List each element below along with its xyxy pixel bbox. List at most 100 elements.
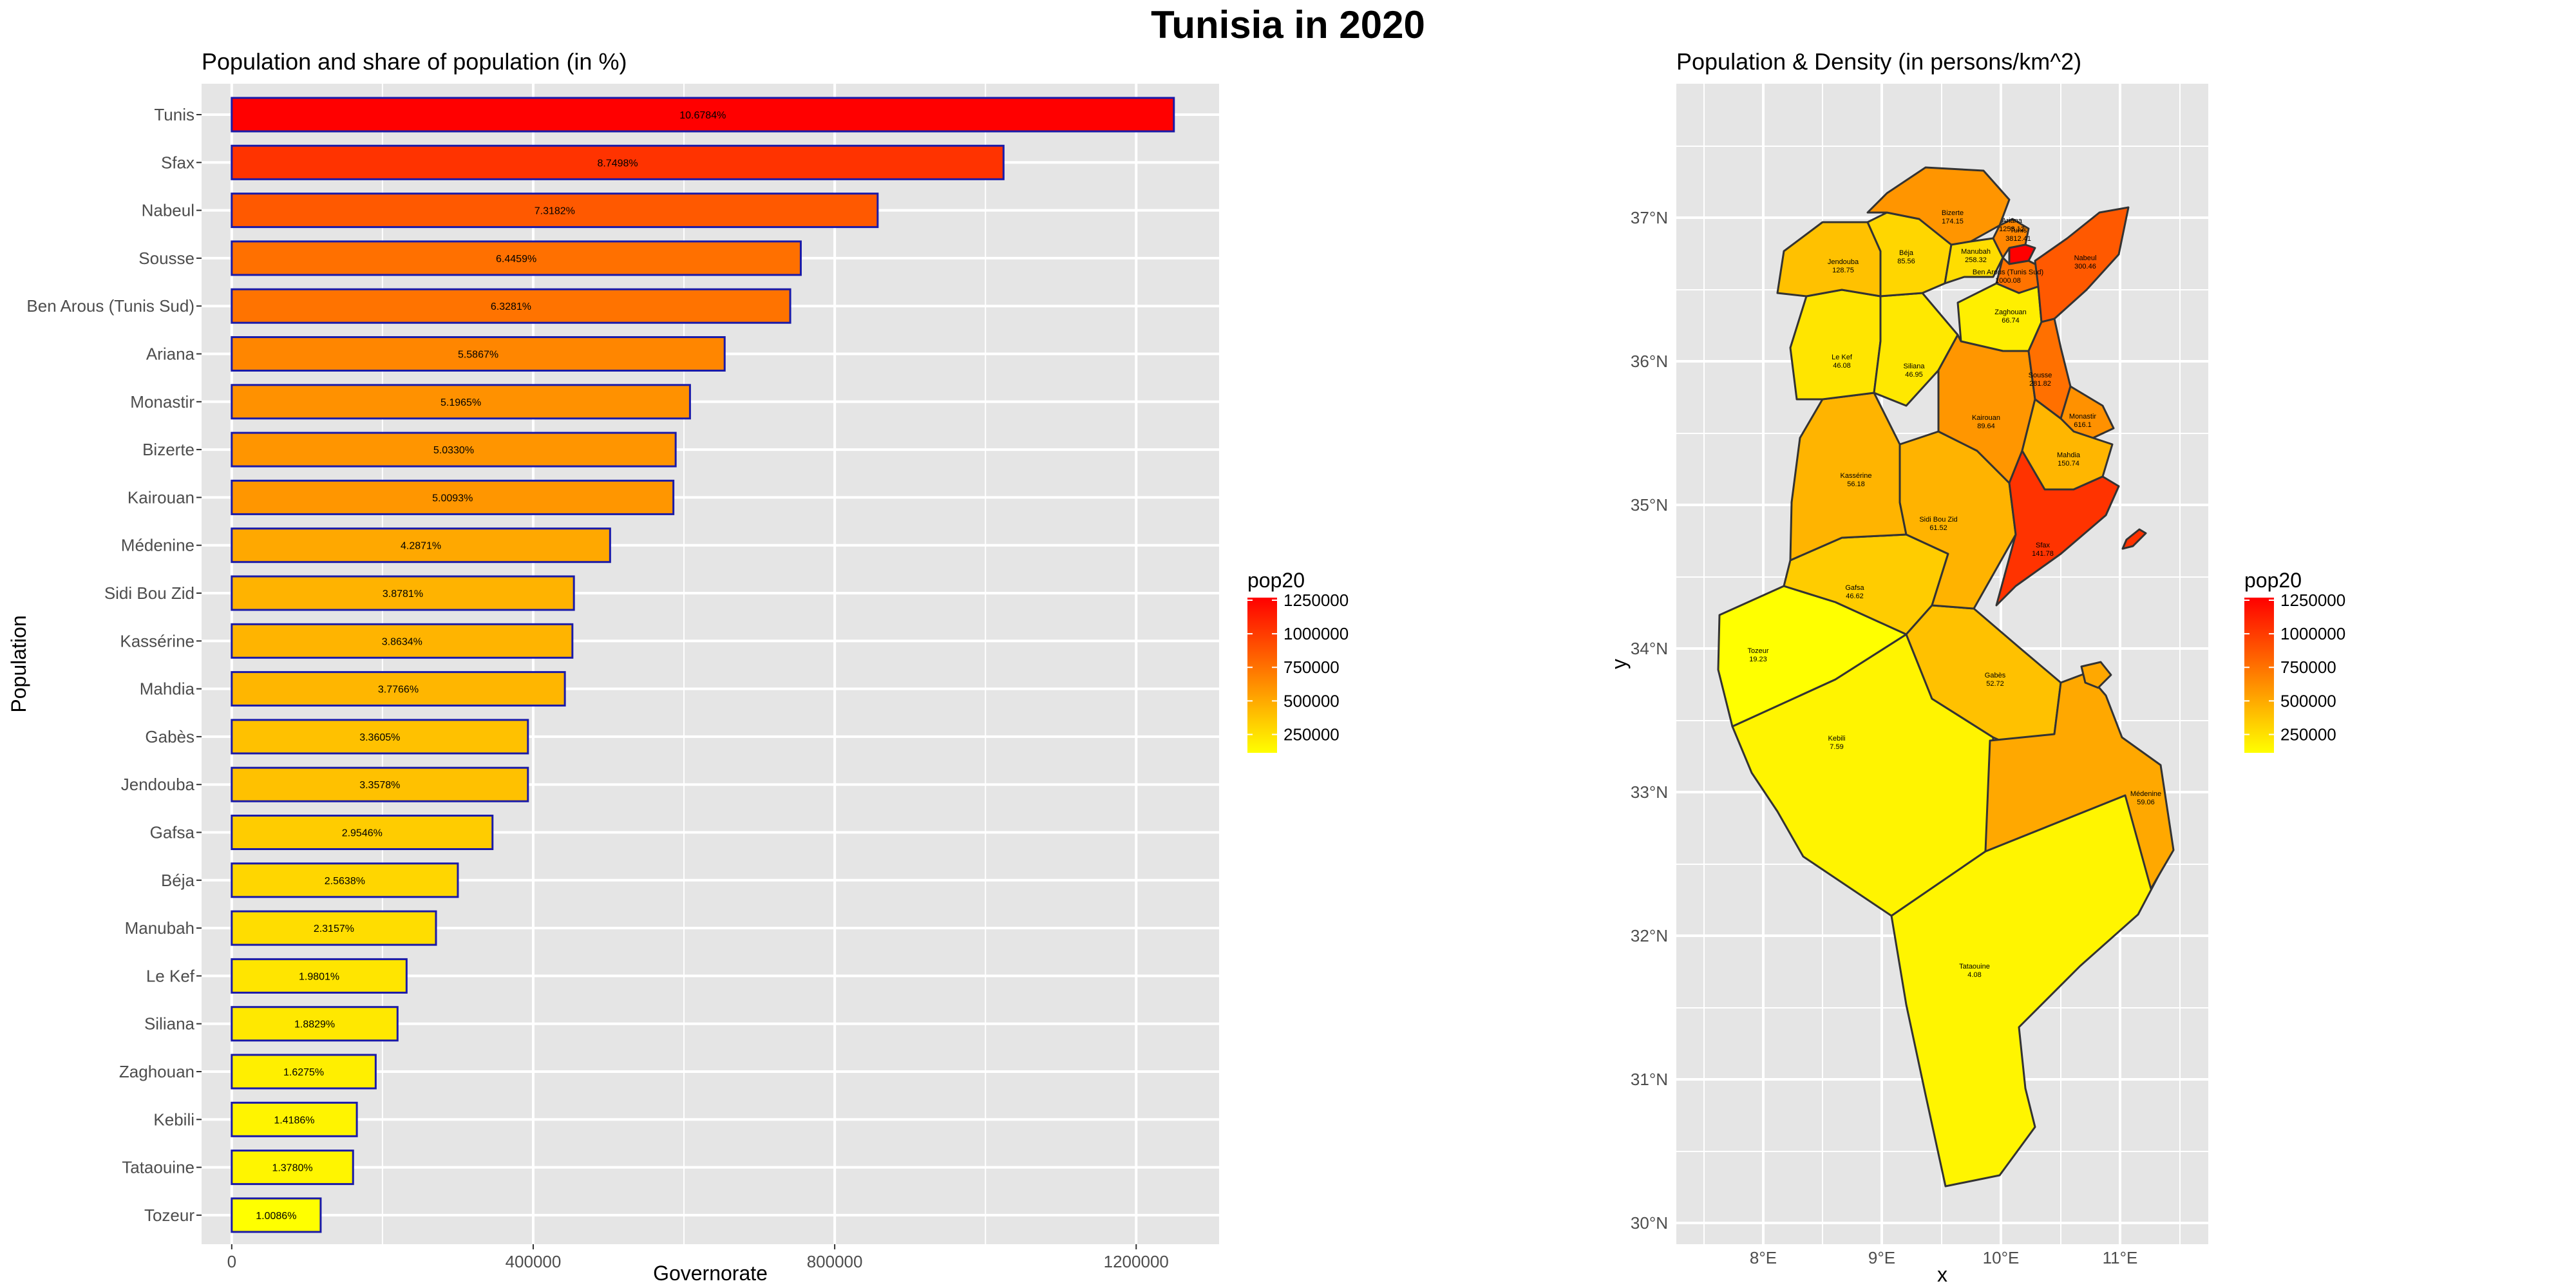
- bar: [231, 575, 575, 611]
- bar-value-label: 3.8781%: [383, 589, 423, 600]
- bar-category-label: Kassérine: [120, 631, 194, 650]
- map-region-density: 3812.41: [2005, 235, 2031, 243]
- bar: [231, 384, 691, 420]
- bar-value-label: 2.5638%: [325, 876, 365, 887]
- bar-legend: pop20 1250000 1000000 750000 500000 250000: [1247, 569, 1349, 753]
- bar-marks: [231, 97, 1175, 1233]
- map-region-name: Ben Arous (Tunis Sud): [1973, 269, 2043, 276]
- region-sfax: [1995, 450, 2120, 607]
- bar-category-label: Gafsa: [150, 823, 195, 842]
- map-region-density: 52.72: [1986, 680, 2004, 688]
- bar-category-label: Sfax: [161, 153, 194, 172]
- map-region-density: 46.95: [1905, 371, 1923, 379]
- legend-tick-label: 750000: [1283, 658, 1340, 677]
- map-y-tick: 34°N: [1631, 639, 1668, 658]
- bar-value-label: 1.0086%: [256, 1211, 296, 1222]
- map-region-name: Sidi Bou Zid: [1919, 516, 1957, 524]
- map-region-density: 141.78: [2032, 550, 2054, 558]
- map-region-name: Nabeul: [2074, 254, 2097, 262]
- legend-tick-label: 1250000: [2280, 591, 2345, 610]
- map-region-density: 300.46: [2074, 263, 2096, 270]
- bar-category-label: Sousse: [138, 249, 194, 268]
- bar-x-axis-title: Governorate: [653, 1262, 768, 1285]
- map-region-name: Béja: [1899, 249, 1914, 257]
- map-region-name: Siliana: [1903, 363, 1925, 370]
- map-region-density: 150.74: [2058, 460, 2079, 468]
- region-medenine: [1984, 672, 2175, 890]
- map-region-name: Kairouan: [1972, 414, 2000, 422]
- bar-value-label: 1.8829%: [294, 1019, 335, 1030]
- map-x-tick: 11°E: [2103, 1248, 2138, 1267]
- bar-category-label: Manubah: [125, 918, 194, 938]
- region-kasserine: [1789, 392, 1908, 562]
- bar-value-label: 6.3281%: [491, 301, 531, 312]
- bar-category-label: Médenine: [121, 536, 194, 555]
- map-legend-title: pop20: [2244, 569, 2302, 592]
- bar-legend-ticks: 1250000 1000000 750000 500000 250000: [1247, 591, 1349, 744]
- bar-x-tick-label: 400000: [506, 1252, 562, 1271]
- bar-legend-colorbar: [1247, 598, 1277, 753]
- region-le-kef: [1789, 289, 1882, 401]
- map-y-tick: 35°N: [1631, 495, 1668, 515]
- bar: [231, 97, 1175, 133]
- bar-category-label: Le Kef: [146, 966, 195, 985]
- map-region-name: Sfax: [2036, 542, 2050, 549]
- map-region-density: 1253.12: [1999, 225, 2025, 233]
- map-region-density: 59.06: [2137, 799, 2155, 806]
- map-region-name: Mahdia: [2057, 451, 2081, 459]
- bar-value-label: 1.6275%: [283, 1067, 324, 1078]
- map-region-density: 258.32: [1965, 256, 1987, 264]
- map-region-name: Sousse: [2029, 372, 2052, 379]
- map-y-tick: 37°N: [1631, 208, 1668, 227]
- bar: [231, 1006, 399, 1042]
- bar-value-label: 3.8634%: [382, 636, 422, 647]
- bar-value-label: 7.3182%: [535, 206, 575, 217]
- bar: [231, 815, 494, 850]
- map-region-density: 46.62: [1846, 592, 1864, 600]
- map-chart: Population & Density (in persons/km^2): [1607, 48, 2345, 1286]
- bar-legend-title: pop20: [1247, 569, 1305, 592]
- map-region-density: 46.08: [1833, 362, 1851, 370]
- map-region-name: Zaghouan: [1994, 308, 2027, 316]
- region-djerba: [2080, 661, 2112, 689]
- bar: [231, 958, 408, 994]
- map-region-name: Tunis: [2010, 227, 2027, 234]
- map-y-tick: 36°N: [1631, 352, 1668, 371]
- map-legend-ticks: 1250000 1000000 750000 500000 250000: [2244, 591, 2345, 744]
- bar-value-label: 2.3157%: [314, 923, 354, 934]
- legend-tick-label: 500000: [1283, 691, 1340, 710]
- map-regions: [1717, 166, 2175, 1188]
- map-y-tick: 33°N: [1631, 782, 1668, 802]
- map-region-density: 1000.08: [1995, 277, 2021, 285]
- bar-value-label: 1.9801%: [299, 971, 339, 982]
- bar: [231, 240, 802, 276]
- bar: [231, 479, 675, 515]
- map-region-density: 7.59: [1830, 743, 1843, 751]
- legend-tick-label: 1000000: [2280, 624, 2345, 643]
- map-x-tick: 10°E: [1983, 1248, 2020, 1267]
- region-kerkennah: [2121, 528, 2147, 550]
- legend-tick-label: 1000000: [1283, 624, 1349, 643]
- map-region-density: 89.64: [1977, 422, 1995, 430]
- bar-category-label: Ben Arous (Tunis Sud): [26, 296, 194, 316]
- map-region-name: Ariana: [2002, 217, 2023, 225]
- bar-category-label: Gabès: [145, 727, 194, 746]
- bar-value-label: 3.3578%: [359, 780, 400, 791]
- legend-tick-label: 1250000: [1283, 591, 1349, 610]
- map-y-tick: 31°N: [1631, 1070, 1668, 1089]
- bar-category-label: Tataouine: [122, 1158, 194, 1177]
- bar-value-label: 4.2871%: [401, 541, 441, 552]
- bar: [231, 527, 611, 564]
- map-legend: pop20 1250000 1000000 750000 500000 250000: [2244, 569, 2345, 753]
- bar-value-label: 2.9546%: [342, 828, 383, 839]
- bar-value-label: 10.6784%: [679, 110, 726, 121]
- bar-category-label: Tozeur: [144, 1206, 194, 1225]
- bar: [231, 144, 1005, 180]
- map-region-name: Médenine: [2130, 790, 2161, 798]
- map-region-name: Tataouine: [1959, 963, 1990, 971]
- map-y-tick: 32°N: [1631, 926, 1668, 945]
- legend-tick-label: 250000: [2280, 724, 2336, 744]
- map-region-name: Jendouba: [1828, 258, 1859, 266]
- map-region-name: Manubah: [1961, 248, 1991, 256]
